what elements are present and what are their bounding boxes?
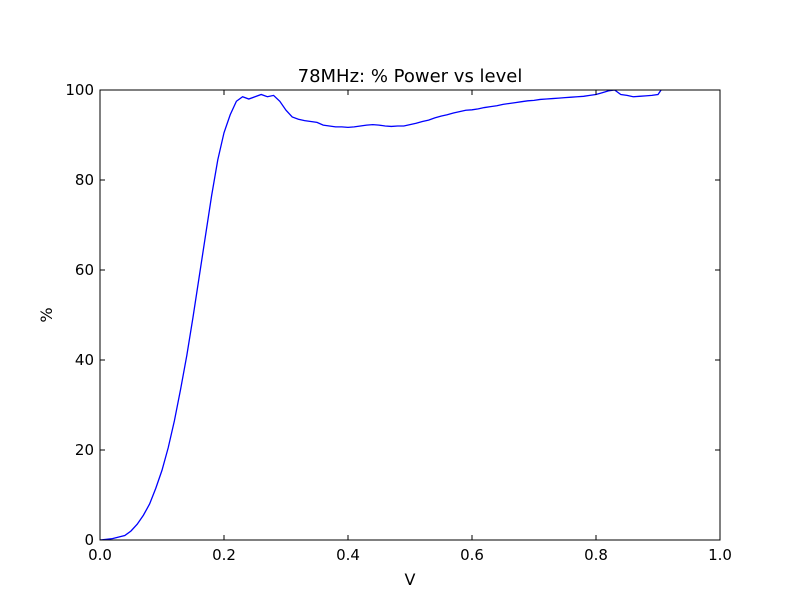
- y-tick-label: 100: [65, 81, 94, 99]
- chart-title: 78MHz: % Power vs level: [298, 66, 523, 87]
- x-tick-label: 1.0: [708, 546, 732, 564]
- y-tick-label: 20: [75, 441, 94, 459]
- x-tick-label: 0.0: [88, 546, 112, 564]
- y-tick-label: 80: [75, 171, 94, 189]
- x-tick-label: 0.2: [212, 546, 236, 564]
- plot-area-frame: [99, 89, 721, 541]
- x-tick-label: 0.4: [336, 546, 360, 564]
- series-line: [100, 90, 662, 540]
- y-tick-label: 0: [84, 531, 94, 549]
- x-axis-label: V: [405, 570, 416, 589]
- x-tick-label: 0.6: [460, 546, 484, 564]
- x-tick-label: 0.8: [584, 546, 608, 564]
- y-tick-label: 60: [75, 261, 94, 279]
- y-axis-label: %: [37, 307, 56, 322]
- tick-group: 0.0 0.2 0.4 0.6 0.8 1.0 0 20 40 60 80 100: [65, 81, 732, 564]
- y-tick-label: 40: [75, 351, 94, 369]
